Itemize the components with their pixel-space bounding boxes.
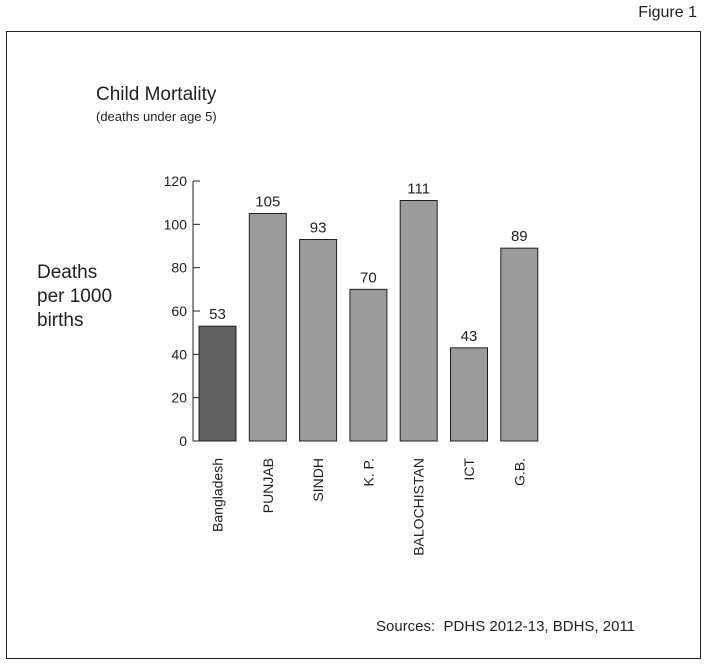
bar-g-b — [500, 247, 539, 442]
bar-balochistan — [399, 200, 438, 442]
y-tick-label: 40 — [171, 346, 187, 362]
data-label: 89 — [511, 228, 528, 245]
figure-label: Figure 1 — [638, 4, 697, 21]
bar-sindh — [299, 239, 338, 442]
y-axis-label-line-2: per 1000 — [37, 286, 113, 307]
bar-k-p — [349, 288, 388, 442]
y-tick-label: 100 — [164, 216, 188, 232]
sources-note: Sources: PDHS 2012-13, BDHS, 2011 — [376, 618, 636, 635]
data-label: 111 — [407, 181, 430, 198]
y-axis-label-line-3: births — [37, 310, 84, 331]
y-tick-label: 80 — [171, 260, 187, 276]
bar-punjab — [248, 213, 287, 442]
data-label: 43 — [461, 328, 478, 345]
figure-frame — [6, 31, 701, 659]
category-label: ICT — [461, 458, 477, 481]
category-label: Bangladesh — [210, 458, 226, 532]
y-axis-label: Deaths per 1000 births — [37, 261, 137, 333]
y-axis-label-line-1: Deaths — [37, 262, 98, 283]
bar-bangladesh — [198, 325, 237, 442]
bar-ict — [450, 347, 488, 442]
bars: 53 105 93 70 111 43 89 — [198, 181, 539, 442]
x-axis-labels: Bangladesh PUNJAB SINDH K. P. BALOCHISTAN ICT… — [210, 458, 528, 556]
y-tick-label: 0 — [179, 433, 187, 449]
chart-subtitle: (deaths under age 5) — [96, 109, 217, 124]
data-label: 93 — [310, 220, 327, 237]
category-label: BALOCHISTAN — [411, 458, 427, 556]
category-label: G.B. — [511, 458, 527, 486]
y-tick-label: 60 — [171, 303, 187, 319]
data-label: 70 — [360, 269, 377, 286]
y-tick-label: 20 — [171, 390, 187, 406]
category-label: PUNJAB — [260, 458, 276, 513]
data-label: 105 — [255, 194, 280, 211]
y-axis: 0 20 40 60 80 100 120 — [164, 173, 200, 449]
category-label: SINDH — [310, 458, 326, 502]
category-label: K. P. — [360, 458, 376, 487]
y-tick-label: 120 — [164, 173, 188, 189]
data-label: 53 — [209, 306, 226, 323]
chart-title: Child Mortality — [96, 84, 217, 105]
